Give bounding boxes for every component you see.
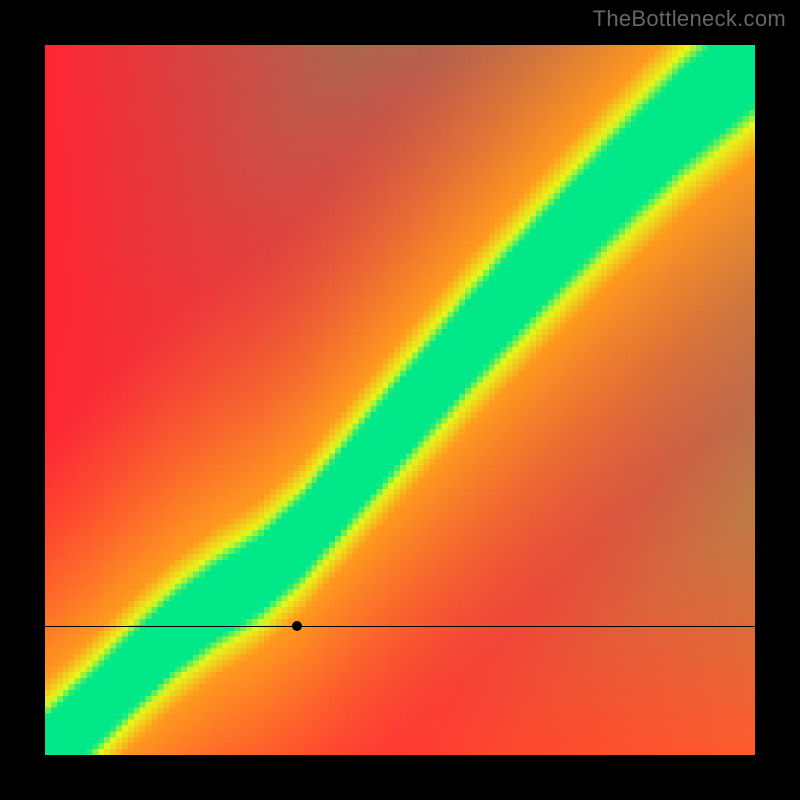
watermark-text: TheBottleneck.com <box>593 6 786 32</box>
heatmap-canvas <box>45 45 755 755</box>
heatmap-plot <box>45 45 755 755</box>
crosshair-horizontal <box>45 626 755 627</box>
chart-container: TheBottleneck.com <box>0 0 800 800</box>
crosshair-marker <box>292 621 302 631</box>
